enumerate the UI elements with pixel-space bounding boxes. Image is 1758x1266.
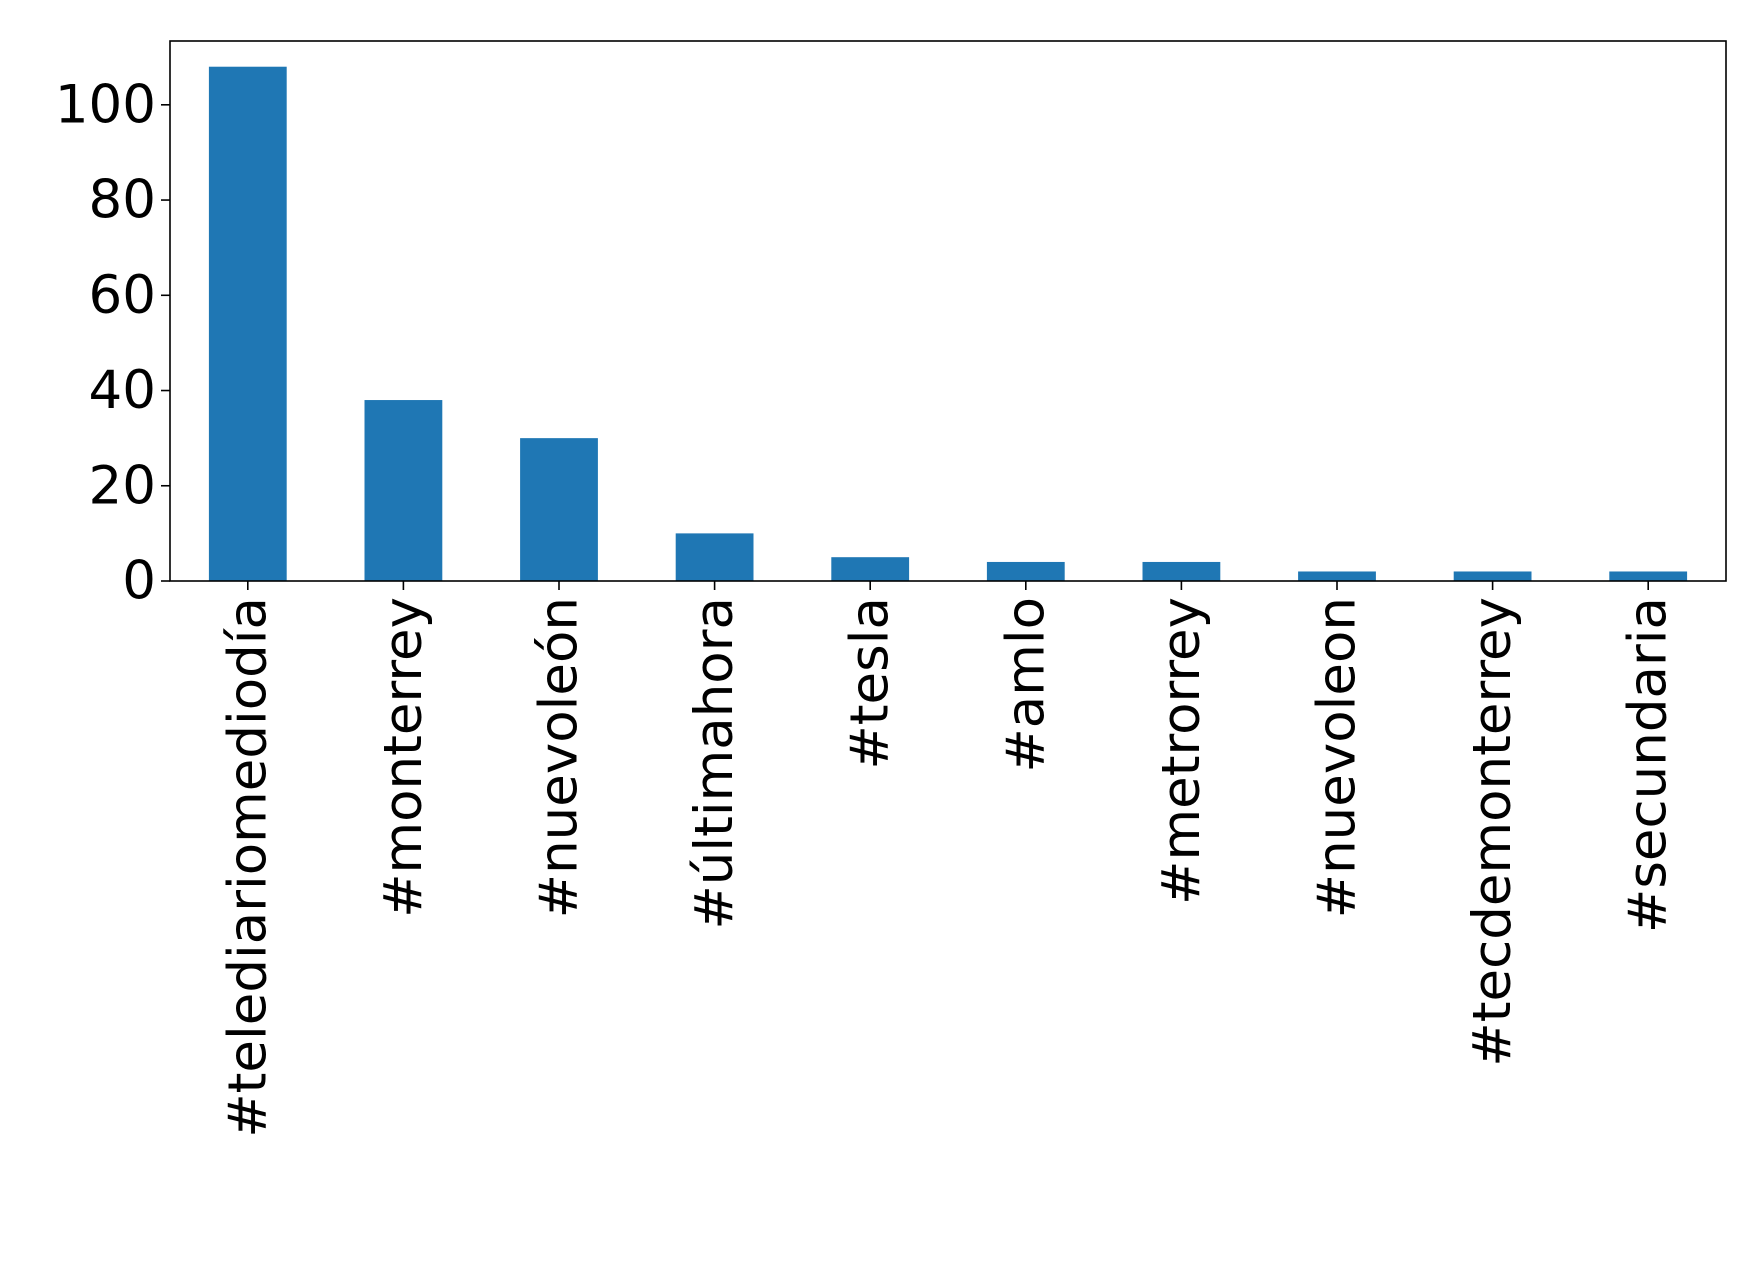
plot-frame (169, 40, 1727, 582)
y-tick-label: 40 (89, 360, 156, 421)
y-tick-label: 60 (89, 265, 156, 326)
bar-6 (986, 561, 1065, 581)
bars-group (208, 66, 1688, 581)
x-tick-label: #monterrey (373, 597, 434, 918)
x-tick-label: #nuevoleon (1307, 597, 1368, 918)
y-tick-label: 80 (89, 170, 156, 231)
y-tick-label: 100 (55, 74, 156, 135)
y-tick-label: 20 (89, 455, 156, 516)
x-tick-label: #telediariomediodía (217, 597, 278, 1138)
x-tick-label: #tecdemonterrey (1462, 597, 1523, 1067)
x-tick-label: #tesla (840, 597, 901, 770)
x-tick-label: #últimahora (684, 597, 745, 930)
bar-1 (208, 66, 287, 581)
x-tick-label: #amlo (995, 597, 1056, 773)
bar-3 (520, 438, 598, 581)
y-axis: 0 20 40 60 80 100 (55, 74, 170, 612)
y-tick-label: 0 (122, 551, 156, 612)
bar-7 (1142, 561, 1221, 581)
x-tick-label: #metrorrey (1151, 597, 1212, 905)
bar-5 (831, 557, 910, 581)
bar-4 (675, 533, 754, 581)
x-tick-label: #secundaria (1618, 597, 1679, 933)
x-axis: #telediariomediodía #monterrey #nuevoleón #… (217, 581, 1679, 1138)
bar-2 (364, 400, 443, 581)
bar-10 (1609, 571, 1688, 581)
x-tick-label: #nuevoleón (529, 597, 590, 918)
bar-8 (1298, 571, 1376, 581)
bar-9 (1453, 571, 1532, 581)
